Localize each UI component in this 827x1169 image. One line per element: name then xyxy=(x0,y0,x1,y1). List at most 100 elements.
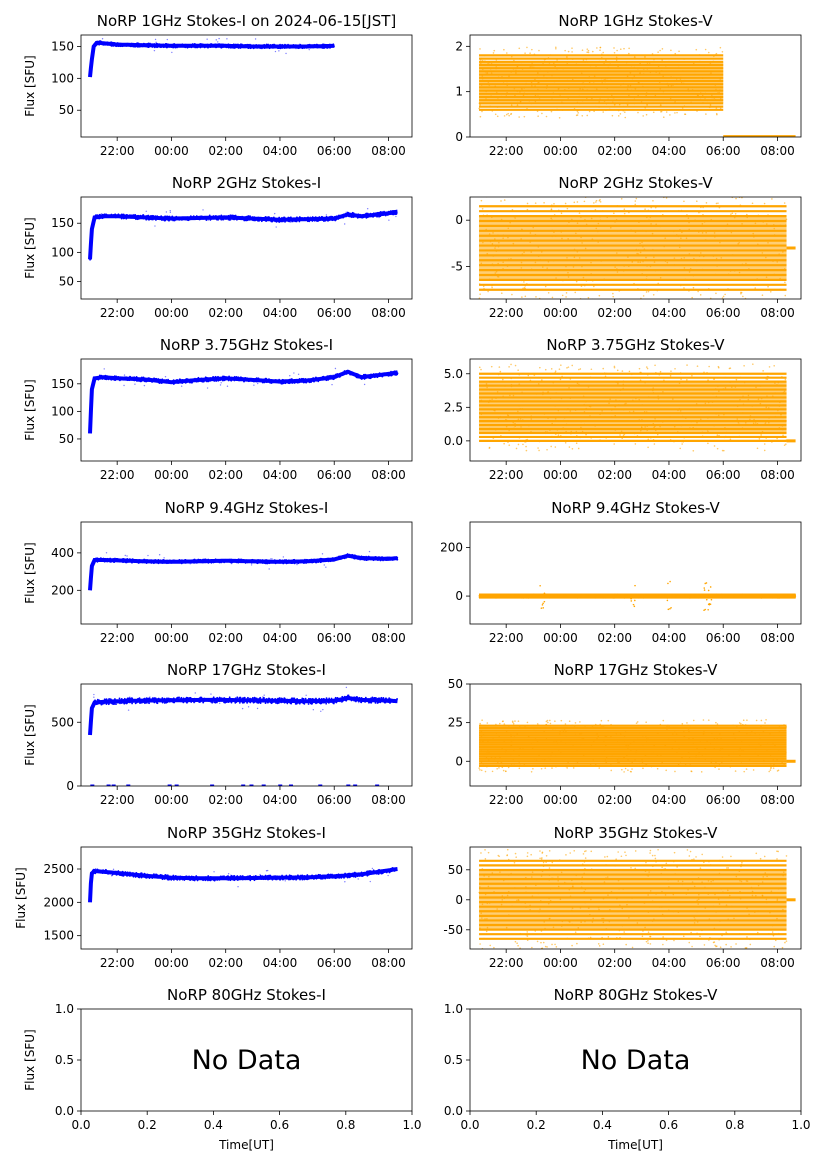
x-tick-label: 04:00 xyxy=(263,306,298,320)
data-point xyxy=(605,596,607,599)
data-point xyxy=(617,109,620,112)
data-point xyxy=(767,407,770,409)
data-point xyxy=(712,60,715,63)
data-point xyxy=(686,378,688,381)
data-point xyxy=(529,52,531,54)
data-point xyxy=(674,112,676,114)
data-point xyxy=(141,45,144,48)
data-point xyxy=(604,78,607,80)
data-point xyxy=(646,367,649,370)
data-point xyxy=(325,44,328,47)
data-point xyxy=(180,561,182,563)
data-point xyxy=(609,226,612,229)
data-point xyxy=(703,66,706,69)
y-axis-label: Flux [SFU] xyxy=(23,217,37,278)
data-point xyxy=(544,595,547,597)
data-point xyxy=(645,94,648,97)
data-point xyxy=(674,367,676,370)
data-point xyxy=(296,563,298,566)
data-point xyxy=(256,378,259,381)
data-point xyxy=(725,229,727,231)
data-point xyxy=(741,396,743,399)
data-point xyxy=(331,557,334,559)
data-point xyxy=(157,378,160,380)
data-point xyxy=(520,279,523,282)
data-point xyxy=(609,108,611,111)
data-point xyxy=(361,216,364,219)
data-point xyxy=(683,105,686,107)
data-point xyxy=(678,209,680,212)
data-point xyxy=(117,45,120,48)
data-point xyxy=(365,214,368,217)
data-point xyxy=(699,92,702,94)
data-point xyxy=(606,87,608,89)
data-point xyxy=(669,439,672,441)
data-point xyxy=(479,62,482,65)
data-point xyxy=(554,405,556,407)
data-point xyxy=(677,64,680,67)
data-point xyxy=(602,111,604,113)
data-point xyxy=(754,422,757,424)
data-point xyxy=(369,215,372,218)
data-point xyxy=(367,555,370,558)
data-point xyxy=(89,583,92,586)
data-point xyxy=(145,215,148,217)
data-point xyxy=(263,381,266,384)
data-point xyxy=(526,93,528,96)
data-point xyxy=(699,283,701,286)
data-point xyxy=(524,284,526,287)
data-point xyxy=(156,215,159,218)
data-point xyxy=(692,62,695,65)
data-point xyxy=(680,76,682,79)
data-point xyxy=(173,382,175,385)
data-point xyxy=(89,247,92,250)
data-point xyxy=(747,372,749,375)
data-point xyxy=(550,368,553,370)
data-point xyxy=(655,223,657,226)
data-point xyxy=(565,292,568,294)
data-point xyxy=(514,94,516,97)
data-point xyxy=(94,378,97,380)
data-point xyxy=(130,214,133,217)
data-point xyxy=(623,212,626,215)
data-point xyxy=(690,101,692,104)
data-point xyxy=(486,72,489,74)
data-point xyxy=(254,38,257,40)
data-point xyxy=(271,43,274,46)
data-point xyxy=(488,84,491,86)
data-point xyxy=(289,218,291,221)
data-point xyxy=(204,216,206,219)
data-point xyxy=(641,419,643,421)
data-point xyxy=(113,378,116,381)
data-point xyxy=(567,50,570,53)
data-point xyxy=(497,417,500,419)
data-point xyxy=(108,42,111,45)
data-point xyxy=(623,265,625,267)
data-point xyxy=(585,596,588,598)
data-point xyxy=(677,235,680,238)
data-point xyxy=(646,216,648,219)
data-point xyxy=(189,563,191,565)
x-axis: 22:00 00:00 02:00 04:00 06:00 08:00 xyxy=(489,299,795,320)
x-tick-label: 06:00 xyxy=(317,631,352,645)
data-point xyxy=(479,293,481,295)
data-point xyxy=(777,409,779,412)
data-point xyxy=(220,214,223,217)
data-point xyxy=(189,378,192,381)
data-point xyxy=(383,557,386,559)
x-tick-label: 04:00 xyxy=(263,144,298,158)
x-tick-label: 08:00 xyxy=(371,306,406,320)
data-point xyxy=(328,43,331,46)
y-axis-label: Flux [SFU] xyxy=(23,542,37,603)
data-point xyxy=(580,426,582,429)
data-point xyxy=(749,418,751,421)
data-point xyxy=(162,46,165,49)
x-tick-label: 02:00 xyxy=(208,468,243,482)
data-point xyxy=(161,219,163,221)
data-point xyxy=(617,382,619,385)
data-point xyxy=(681,107,684,109)
data-point xyxy=(634,203,637,206)
data-point xyxy=(540,595,542,598)
data-point xyxy=(96,377,99,380)
data-point xyxy=(288,47,291,49)
